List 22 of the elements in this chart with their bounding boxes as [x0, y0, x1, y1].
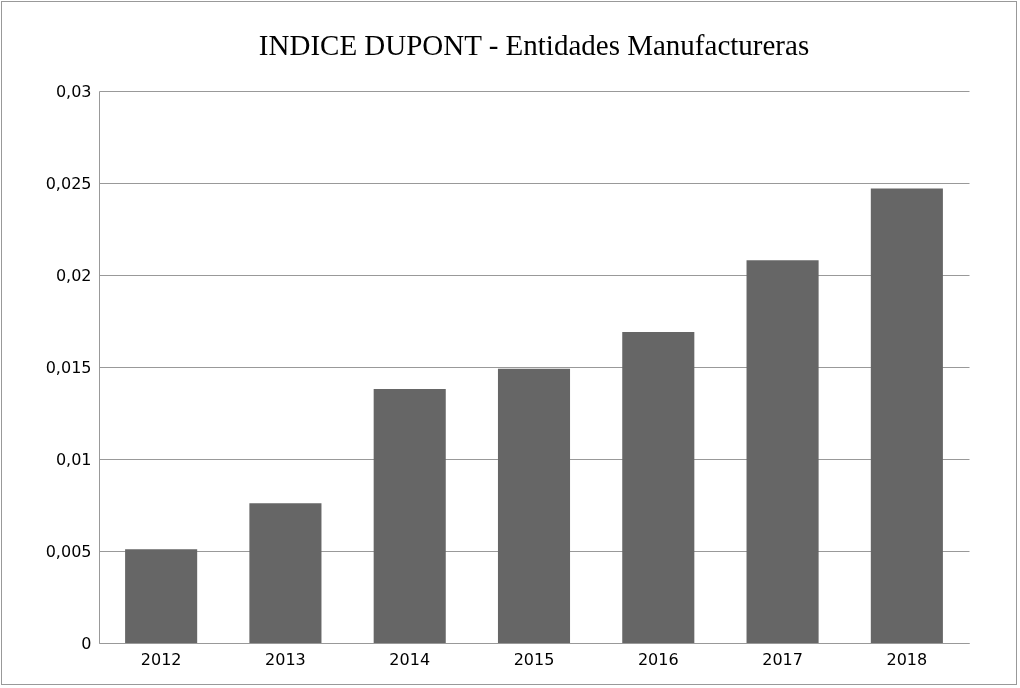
- x-tick-label: 2014: [389, 649, 431, 669]
- y-tick-label: 0,015: [45, 357, 92, 377]
- bar: [125, 549, 198, 643]
- x-tick-label: 2016: [637, 649, 679, 669]
- bar: [249, 503, 322, 643]
- y-tick-label: 0,005: [45, 541, 92, 561]
- x-tick-label: 2013: [265, 649, 306, 669]
- y-tick-label: 0,025: [45, 173, 92, 193]
- chart-title: INDICE DUPONT - Entidades Manufactureras: [258, 29, 810, 61]
- x-tick-label: 2015: [513, 649, 555, 669]
- bar: [373, 389, 446, 643]
- x-tick-label: 2012: [140, 649, 182, 669]
- y-tick-label: 0,02: [55, 265, 92, 285]
- bar: [870, 188, 943, 643]
- y-tick-label: 0,01: [55, 449, 92, 469]
- y-tick-label: 0,03: [55, 81, 92, 101]
- bar: [746, 260, 819, 643]
- x-tick-label: 2018: [886, 649, 928, 669]
- y-tick-label: 0: [81, 633, 92, 653]
- bar: [497, 368, 571, 643]
- x-tick-label: 2017: [762, 649, 803, 669]
- bar: [622, 332, 695, 643]
